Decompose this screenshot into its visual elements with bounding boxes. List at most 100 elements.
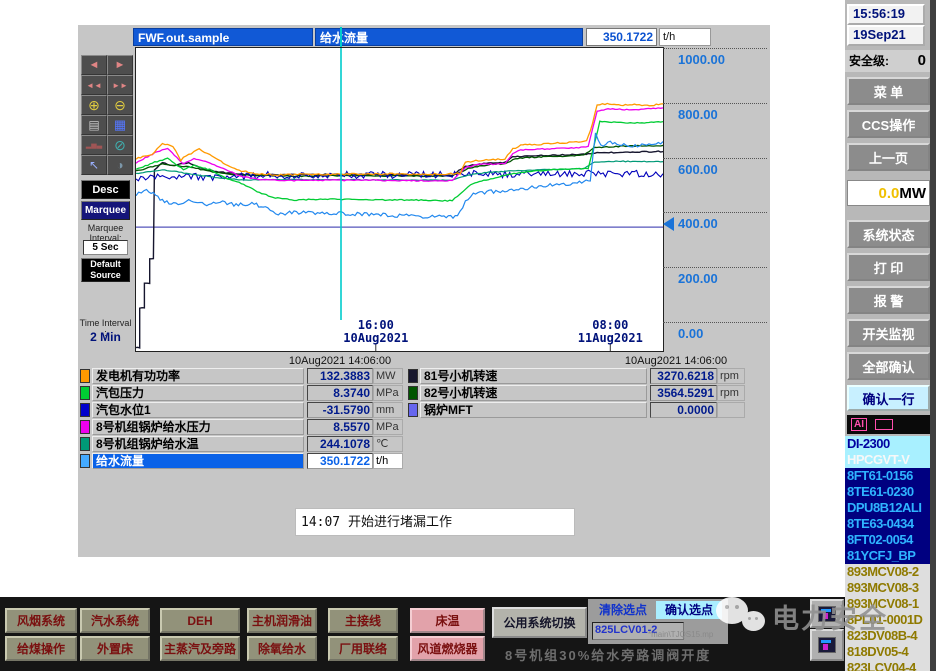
legend-name: 汽包水位1 xyxy=(92,402,304,418)
sidebar-button-打印[interactable]: 打 印 xyxy=(847,253,930,281)
default-source-button[interactable]: Default Source xyxy=(81,258,130,282)
legend-value: 132.3883 xyxy=(307,368,373,384)
mw-display: 0.0 MW xyxy=(847,180,930,206)
alarm-item[interactable]: HPCGVT-V xyxy=(845,452,930,468)
clear-point-button[interactable]: 清除选点 xyxy=(598,603,647,617)
alarm-item[interactable]: 8TE63-0434 xyxy=(845,516,930,532)
alarm-item[interactable]: 893MCV08-2 xyxy=(845,564,930,580)
desc-button[interactable]: Desc xyxy=(81,180,130,199)
legend-unit: MPa xyxy=(373,385,403,401)
marquee-button[interactable]: Marquee xyxy=(81,201,130,220)
legend-row[interactable]: 锅炉MFT 0.0000 xyxy=(408,402,745,418)
alarm-item[interactable]: 823LCV04-4 xyxy=(845,660,930,671)
fast-forward-icon[interactable]: ►► xyxy=(107,75,133,95)
legend-table-right: 81号小机转速 3270.6218 rpm 82号小机转速 3564.5291 rpm 锅炉… xyxy=(408,368,745,419)
workstation-icon-1[interactable] xyxy=(810,599,844,628)
selected-tag-field[interactable]: 825LCV01-2 xyxy=(592,622,684,640)
trend-source-field[interactable]: FWF.out.sample xyxy=(133,28,313,46)
sidebar-button-菜单[interactable]: 菜 单 xyxy=(847,77,930,105)
alarm-item[interactable]: 818DV05-4 xyxy=(845,644,930,660)
step-forward-icon[interactable]: ► xyxy=(107,55,133,75)
alarm-item[interactable]: 893MCV08-1 xyxy=(845,596,930,612)
x-tick-date: 11Aug2021 xyxy=(577,331,643,345)
series-color-swatch xyxy=(80,437,90,451)
snapshot-icon[interactable]: ▤ xyxy=(81,115,107,135)
nav-button-给煤操作[interactable]: 给煤操作 xyxy=(5,636,77,661)
trend-tag-field[interactable]: 给水流量 xyxy=(315,28,583,46)
pointer-icon[interactable]: ↖ xyxy=(81,155,107,175)
legend-row[interactable]: 8号机组锅炉给水压力 8.5570 MPa xyxy=(80,419,403,435)
y-gridline xyxy=(663,48,767,49)
legend-unit: MPa xyxy=(373,419,403,435)
legend-row[interactable]: 汽包水位1 -31.5790 mm xyxy=(80,402,403,418)
sidebar-button-系统状态[interactable]: 系统状态 xyxy=(847,220,930,248)
alarm-item[interactable]: 81YCFJ_BP xyxy=(845,548,930,564)
zoom-in-icon[interactable]: ⊕ xyxy=(81,95,107,115)
disable-icon[interactable]: ⊘ xyxy=(107,135,133,155)
legend-row[interactable]: 汽包压力 8.3740 MPa xyxy=(80,385,403,401)
legend-row[interactable]: 81号小机转速 3270.6218 rpm xyxy=(408,368,745,384)
nav-button-风道燃烧器[interactable]: 风道燃烧器 xyxy=(410,636,485,661)
security-level-label: 安全级: xyxy=(849,54,889,68)
table-view-icon[interactable]: ▦ xyxy=(107,115,133,135)
nav-button-外置床[interactable]: 外置床 xyxy=(80,636,150,661)
common-system-switch-button[interactable]: 公用系统切换 xyxy=(492,607,587,638)
sidebar-button-CCS操作[interactable]: CCS操作 xyxy=(847,110,930,138)
legend-value: 244.1078 xyxy=(307,436,373,452)
security-level-value: 0 xyxy=(917,52,926,69)
nav-button-主蒸汽及旁路[interactable]: 主蒸汽及旁路 xyxy=(160,636,240,661)
confirm-one-line-button[interactable]: 确认一行 xyxy=(847,385,930,411)
confirm-point-button[interactable]: 确认选点 xyxy=(656,601,722,619)
nav-button-厂用联络[interactable]: 厂用联络 xyxy=(328,636,398,661)
legend-name: 发电机有功功率 xyxy=(92,368,304,384)
legend-row[interactable]: 82号小机转速 3564.5291 rpm xyxy=(408,385,745,401)
sidebar-button-开关监视[interactable]: 开关监视 xyxy=(847,319,930,347)
bottom-nav-bar: 风烟系统 汽水系统 DEH 主机润滑油 主接线 床温 给煤操作 外置床 主蒸汽及旁路 除氧给水厂… xyxy=(0,597,845,671)
sidebar-button-上一页[interactable]: 上一页 xyxy=(847,143,930,171)
alarm-item[interactable]: DPU8B12ALI xyxy=(845,500,930,516)
sidebar-button-报警[interactable]: 报 警 xyxy=(847,286,930,314)
series-8号机组锅炉给水压力 xyxy=(136,107,663,182)
legend-value: 350.1722 xyxy=(307,453,373,469)
step-back-icon[interactable]: ◄ xyxy=(81,55,107,75)
alarm-item[interactable]: 8PL01-0001D xyxy=(845,612,930,628)
alarm-item[interactable]: 8TE61-0230 xyxy=(845,484,930,500)
legend-row[interactable]: 8号机组锅炉给水温 244.1078 ℃ xyxy=(80,436,403,452)
fast-back-icon[interactable]: ◄◄ xyxy=(81,75,107,95)
zoom-out-icon[interactable]: ⊖ xyxy=(107,95,133,115)
alarm-item[interactable]: 8FT02-0054 xyxy=(845,532,930,548)
time-interval-value[interactable]: 2 Min xyxy=(90,330,121,344)
sidebar-button-全部确认[interactable]: 全部确认 xyxy=(847,352,930,380)
monitor-icon xyxy=(818,605,836,622)
series-汽包压力 xyxy=(136,120,663,202)
nav-button-主机润滑油[interactable]: 主机润滑油 xyxy=(247,608,317,633)
legend-row[interactable]: 给水流量 350.1722 t/h xyxy=(80,453,403,469)
series-color-swatch xyxy=(80,369,90,383)
nav-button-主接线[interactable]: 主接线 xyxy=(328,608,398,633)
y-gridline xyxy=(663,322,767,323)
mw-unit: MW xyxy=(899,184,926,202)
alarm-item[interactable]: DI-2300 xyxy=(845,436,930,452)
nav-button-床温[interactable]: 床温 xyxy=(410,608,485,633)
alarm-item[interactable]: 823DV08B-4 xyxy=(845,628,930,644)
alarm-item[interactable]: 893MCV08-3 xyxy=(845,580,930,596)
nav-button-风烟系统[interactable]: 风烟系统 xyxy=(5,608,77,633)
series-color-swatch xyxy=(80,403,90,417)
nav-button-除氧给水[interactable]: 除氧给水 xyxy=(247,636,317,661)
series-color-swatch xyxy=(80,420,90,434)
histogram-icon[interactable]: ▂▅▃ xyxy=(81,135,107,155)
audio-icon[interactable]: ◑ xyxy=(107,155,133,175)
legend-unit: ℃ xyxy=(373,436,403,452)
axis-marker-icon xyxy=(663,217,674,232)
marquee-interval-label: Marquee Interval: xyxy=(87,223,124,243)
series-color-swatch xyxy=(408,369,418,383)
x-tick-label: 16:00 10Aug2021 xyxy=(306,319,446,345)
annotation-note: 14:07 开始进行堵漏工作 xyxy=(295,508,575,536)
trend-plot-area[interactable]: 16:00 10Aug2021 08:00 11Aug2021 xyxy=(135,47,664,352)
workstation-icon-2[interactable] xyxy=(810,629,844,661)
legend-row[interactable]: 发电机有功功率 132.3883 MW xyxy=(80,368,403,384)
nav-button-DEH[interactable]: DEH xyxy=(160,608,240,633)
alarm-item[interactable]: 8FT61-0156 xyxy=(845,468,930,484)
nav-button-汽水系统[interactable]: 汽水系统 xyxy=(80,608,150,633)
marquee-interval-value[interactable]: 5 Sec xyxy=(83,240,128,255)
